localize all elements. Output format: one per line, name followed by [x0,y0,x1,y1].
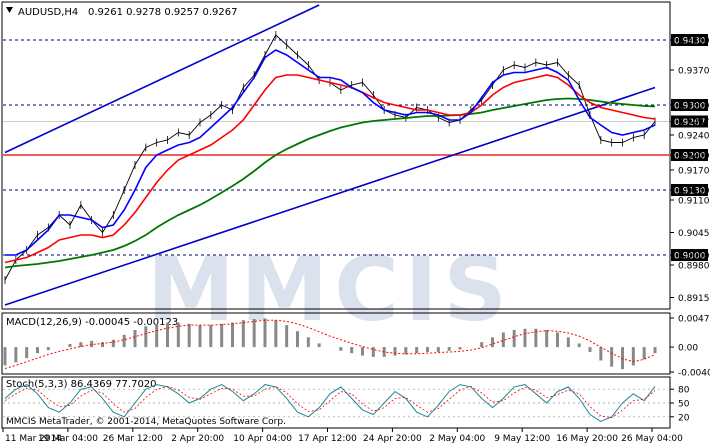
time-tick-label: 26 Mar 12:00 [103,434,163,444]
trend-channel-line [4,86,656,306]
time-tick-label: 2 May 04:00 [429,434,485,444]
macd-panel: MACD(12,26,9) -0.00045 -0.00123 0.004760… [1,312,710,379]
time-tick-label: 11 Mar 2014 [5,434,62,444]
macd-histogram [3,318,657,370]
macd-label: MACD(12,26,9) -0.00045 -0.00123 [6,317,178,328]
chart-header-ohlc: 0.9261 0.9278 0.9257 0.9267 [88,7,238,18]
price-level-box [671,249,708,261]
price-level-box [671,99,708,111]
time-tick-label: 9 May 12:00 [494,434,550,444]
stoch-signal-line [4,385,656,419]
price-tick-label: 0.9170 [678,167,710,177]
ma-fast-line [5,49,656,256]
price-tick-label: 0.9267 [678,118,710,128]
stoch-tick-label: 50 [678,400,690,410]
stoch-tick-label: 20 [678,413,690,423]
time-tick-label: 17 Apr 12:00 [298,434,357,444]
macd-signal-line [4,319,656,369]
copyright-text: MMCIS MetaTrader, © 2001-2014, MetaQuote… [6,417,286,427]
price-tick-label: 0.8980 [678,262,710,272]
price-level-label: 0.9130 [674,187,706,197]
price-tick-label: 0.9240 [678,132,710,142]
time-tick-label: 10 Apr 04:00 [233,434,292,444]
price-tick-label: 0.8915 [678,294,710,304]
macd-axis: 0.00476 0.00 -0.00408 [670,315,710,379]
macd-tick-label: 0.00 [678,344,698,354]
price-level-label: 0.9000 [674,252,706,262]
price-panel: AUDUSD,H4 0.9261 0.9278 0.9257 0.9267 0.… [1,1,710,310]
ma-slow-line [4,97,656,269]
chart-header-symbol: AUDUSD,H4 [18,7,78,18]
price-series [4,4,656,306]
macd-tick-label: -0.00408 [678,369,710,379]
price-level-label: 0.9430 [674,37,706,47]
price-level-box [671,184,708,196]
time-tick-label: 26 May 04:00 [621,434,683,444]
price-level-box [671,149,708,161]
macd-tick-label: 0.00476 [678,315,710,325]
price-level-label: 0.9300 [674,102,706,112]
current-price-box [671,115,708,128]
stoch-axis: 80 50 20 [3,386,690,423]
price-level-label: 0.9200 [674,152,706,162]
price-tick-label: 0.9045 [678,229,710,239]
stoch-tick-label: 80 [678,386,690,396]
stoch-panel: Stoch(5,3,3) 86.4369 77.7020 80 50 20 MMCI… [1,376,690,429]
price-level-box [671,34,708,46]
price-tick-label: 0.9200 [678,152,710,162]
price-levels: 0.9430 0.9300 0.9200 0.9130 0.9000 0.9267 [3,34,708,262]
current-price-label: 0.9267 [674,118,706,128]
price-tick-label: 0.9000 [678,252,710,262]
watermark: MMCIS [147,238,513,341]
price-tick-label: 0.9130 [678,187,710,197]
price-tick-label: 0.9110 [678,197,710,207]
stoch-series [4,384,656,422]
price-tick-label: 0.9430 [678,37,710,47]
price-tick-label: 0.9370 [678,67,710,77]
stoch-main-line [4,384,656,422]
header-triangle-icon [6,7,13,13]
stoch-label: Stoch(5,3,3) 86.4369 77.7020 [6,379,157,390]
time-tick-label: 24 Apr 20:00 [363,434,422,444]
time-tick-label: 19 Mar 04:00 [38,434,98,444]
price-tick-label: 0.9300 [678,102,710,112]
trend-channel-line [4,4,320,154]
ma-mid-line [4,74,656,264]
macd-panel-frame [1,312,671,375]
time-tick-label: 16 May 20:00 [556,434,618,444]
price-axis: 0.9430 0.9370 0.9300 0.9267 0.9240 0.9200 0.91… [670,37,710,304]
time-tick-label: 2 Apr 20:00 [171,434,224,444]
